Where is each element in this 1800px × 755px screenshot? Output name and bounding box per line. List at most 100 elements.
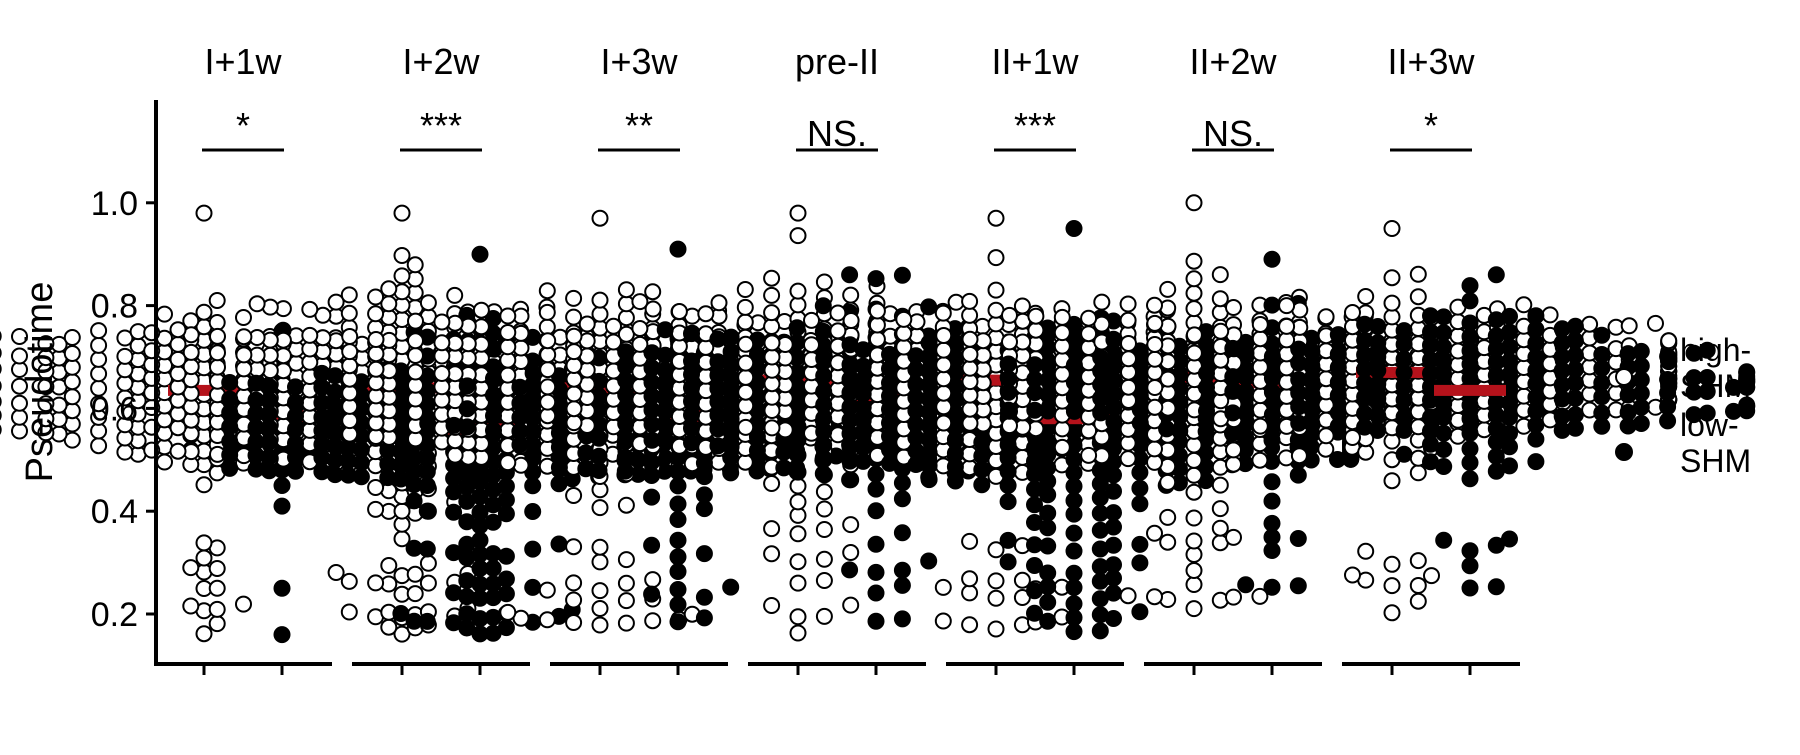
high-shm-point — [235, 595, 252, 613]
low-shm-point — [893, 610, 911, 628]
low-shm-point — [643, 387, 661, 405]
low-shm-point — [669, 240, 687, 258]
high-shm-point — [591, 600, 609, 617]
high-shm-point — [1383, 294, 1401, 312]
low-shm-point — [656, 321, 674, 339]
high-shm-point — [367, 288, 385, 306]
high-shm-point — [815, 572, 833, 589]
high-shm-point — [1027, 321, 1045, 339]
low-shm-point — [287, 393, 304, 411]
high-shm-point — [0, 396, 2, 407]
low-shm-point — [1065, 389, 1083, 407]
low-shm-point — [247, 374, 265, 392]
high-shm-point — [1146, 350, 1164, 368]
high-shm-point — [195, 476, 213, 494]
facet-title: I+1w — [204, 41, 282, 82]
low-shm-point — [484, 513, 502, 531]
high-shm-point — [1225, 588, 1242, 606]
high-shm-point — [763, 269, 781, 287]
low-shm-point — [273, 497, 291, 515]
high-shm-point — [591, 616, 609, 634]
high-shm-point — [539, 346, 557, 364]
low-shm-point — [511, 408, 529, 426]
high-shm-point — [538, 303, 556, 321]
low-shm-point — [485, 386, 502, 404]
high-shm-point — [763, 318, 781, 335]
low-shm-point — [1065, 492, 1083, 510]
high-shm-point — [789, 574, 807, 592]
low-shm-point — [841, 561, 859, 579]
low-shm-point — [1356, 405, 1374, 422]
low-shm-point — [1527, 334, 1545, 352]
low-shm-point — [1487, 447, 1505, 465]
high-shm-point — [1185, 284, 1203, 302]
high-shm-point — [1383, 472, 1401, 490]
high-shm-point — [935, 341, 953, 359]
y-tick-label: 0.2 — [91, 596, 138, 634]
high-shm-point — [433, 365, 451, 382]
low-shm-point — [458, 400, 476, 418]
low-shm-point — [1065, 564, 1083, 582]
low-shm-point — [497, 619, 515, 637]
low-shm-point — [1131, 479, 1149, 497]
high-shm-point — [1185, 194, 1203, 212]
facet-title: I+3w — [600, 41, 678, 82]
high-shm-point — [565, 574, 583, 592]
high-shm-point — [538, 581, 556, 599]
low-shm-point — [881, 360, 898, 378]
low-shm-point — [1501, 530, 1518, 548]
high-shm-point — [1251, 451, 1269, 469]
low-shm-point — [722, 464, 740, 482]
high-shm-point — [208, 615, 226, 633]
low-shm-point — [1395, 350, 1413, 368]
low-shm-point — [1198, 402, 1215, 420]
high-shm-point — [380, 280, 398, 298]
low-shm-point — [471, 531, 489, 549]
low-shm-point — [643, 431, 661, 449]
low-shm-point — [511, 378, 529, 396]
high-shm-point — [367, 479, 385, 496]
low-shm-point — [1356, 315, 1374, 333]
high-shm-point — [1383, 269, 1401, 287]
high-shm-point — [169, 442, 187, 460]
high-shm-point — [1185, 576, 1203, 593]
high-shm-point — [63, 358, 81, 376]
high-shm-point — [1409, 552, 1427, 570]
low-shm-point — [313, 364, 331, 382]
high-shm-point — [763, 520, 781, 538]
low-shm-point — [1105, 504, 1122, 522]
low-shm-point — [867, 480, 885, 498]
high-shm-point — [1409, 464, 1427, 482]
high-shm-point — [63, 373, 81, 391]
high-shm-point — [235, 346, 253, 364]
low-shm-point — [1065, 579, 1083, 596]
low-shm-point — [1198, 364, 1215, 382]
high-shm-point — [697, 305, 715, 323]
high-shm-point — [340, 603, 358, 621]
facet-title: II+3w — [1387, 41, 1475, 82]
low-shm-point — [458, 572, 476, 590]
high-shm-point — [961, 306, 979, 324]
high-shm-point — [842, 544, 860, 561]
low-shm-point — [775, 459, 793, 477]
low-shm-point — [485, 407, 502, 425]
low-shm-point — [497, 585, 515, 603]
high-shm-point — [182, 597, 200, 615]
low-shm-point — [617, 358, 635, 376]
low-shm-point — [867, 465, 885, 483]
high-shm-point — [539, 332, 557, 350]
high-shm-point — [815, 607, 833, 625]
low-shm-point — [1632, 371, 1650, 389]
low-shm-point — [1461, 579, 1479, 597]
low-shm-point — [617, 430, 635, 447]
low-shm-point — [221, 390, 239, 408]
low-shm-point — [920, 552, 938, 570]
low-shm-point — [1461, 292, 1479, 310]
high-shm-point — [1581, 315, 1599, 333]
high-shm-point — [961, 616, 979, 634]
low-shm-point — [815, 367, 833, 385]
low-shm-point — [881, 374, 898, 392]
high-shm-point — [617, 496, 635, 514]
low-shm-point — [1356, 331, 1374, 349]
high-shm-point — [367, 305, 385, 323]
